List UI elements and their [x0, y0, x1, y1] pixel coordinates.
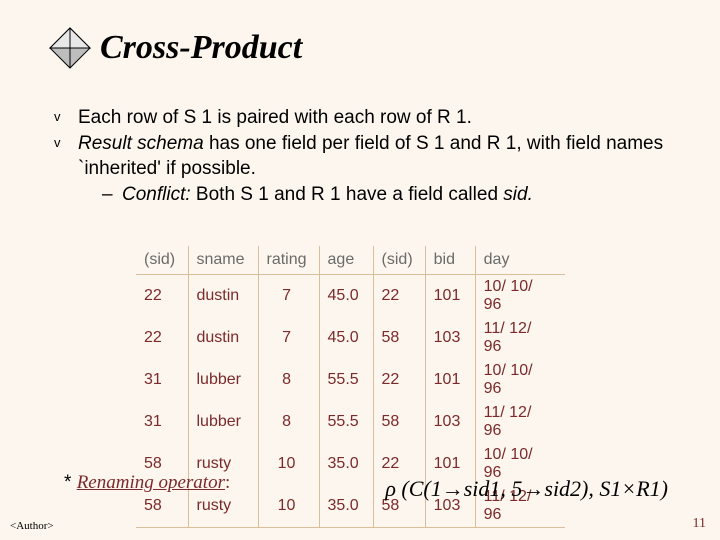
bullet-1: Each row of S 1 is paired with each row … [54, 106, 680, 130]
table-row: 31lubber855.55810311/ 12/ 96 [136, 401, 565, 443]
cell-bid: 103 [425, 317, 475, 359]
cell-sid1: 22 [136, 317, 188, 359]
table-row: 31lubber855.52210110/ 10/ 96 [136, 359, 565, 401]
table-header-row: (sid) sname rating age (sid) bid day [136, 246, 565, 274]
bullet-2: Result schema has one field per field of… [54, 132, 680, 207]
cell-rating: 8 [258, 359, 319, 401]
cell-sid2: 58 [373, 317, 425, 359]
renaming-operator-label: * Renaming operator: [64, 472, 230, 494]
sub-emph-1: Conflict: [122, 184, 191, 205]
renaming-colon: : [225, 472, 230, 493]
cell-age: 35.0 [319, 443, 373, 485]
page-number: 11 [693, 516, 706, 532]
cell-sname: lubber [188, 401, 258, 443]
cell-sname: dustin [188, 274, 258, 317]
cell-sid1: 31 [136, 359, 188, 401]
bullet-2-sub: Conflict: Both S 1 and R 1 have a field … [102, 183, 680, 207]
th-age: age [319, 246, 373, 274]
author-footer: <Author> [10, 520, 54, 532]
bullet-2-emph: Result schema [78, 133, 204, 154]
cell-day: 11/ 12/ 96 [475, 317, 565, 359]
cell-bid: 101 [425, 274, 475, 317]
bullet-1-text: Each row of S 1 is paired with each row … [78, 107, 472, 128]
cell-day: 11/ 12/ 96 [475, 401, 565, 443]
cell-sid2: 22 [373, 274, 425, 317]
sub-emph-2: sid. [503, 184, 533, 205]
cell-age: 45.0 [319, 274, 373, 317]
cell-sname: dustin [188, 317, 258, 359]
renaming-text: Renaming operator [77, 472, 225, 493]
cell-age: 35.0 [319, 485, 373, 528]
cell-bid: 101 [425, 359, 475, 401]
table-row: 22dustin745.05810311/ 12/ 96 [136, 317, 565, 359]
cell-sid2: 58 [373, 401, 425, 443]
th-rating: rating [258, 246, 319, 274]
th-day: day [475, 246, 565, 274]
table-row: 22dustin745.02210110/ 10/ 96 [136, 274, 565, 317]
cell-sid2: 22 [373, 359, 425, 401]
star-icon: * [64, 472, 77, 493]
bullet-list: Each row of S 1 is paired with each row … [54, 106, 680, 209]
cell-rating: 8 [258, 401, 319, 443]
th-sid1: (sid) [136, 246, 188, 274]
cell-age: 45.0 [319, 317, 373, 359]
cell-rating: 10 [258, 485, 319, 528]
cell-bid: 103 [425, 401, 475, 443]
diamond-icon [48, 26, 92, 70]
title-row: Cross-Product [48, 26, 302, 70]
th-sid2: (sid) [373, 246, 425, 274]
cell-day: 10/ 10/ 96 [475, 274, 565, 317]
cell-rating: 7 [258, 274, 319, 317]
cell-sid1: 31 [136, 401, 188, 443]
cell-age: 55.5 [319, 401, 373, 443]
cell-age: 55.5 [319, 359, 373, 401]
renaming-formula: ρ (C(1→sid1, 5→sid2), S1×R1) [385, 476, 668, 502]
cell-sid1: 22 [136, 274, 188, 317]
sub-text: Both S 1 and R 1 have a field called [191, 184, 504, 205]
cell-rating: 10 [258, 443, 319, 485]
th-bid: bid [425, 246, 475, 274]
th-sname: sname [188, 246, 258, 274]
cell-day: 10/ 10/ 96 [475, 359, 565, 401]
cell-rating: 7 [258, 317, 319, 359]
slide-title: Cross-Product [100, 29, 302, 67]
cell-sname: lubber [188, 359, 258, 401]
